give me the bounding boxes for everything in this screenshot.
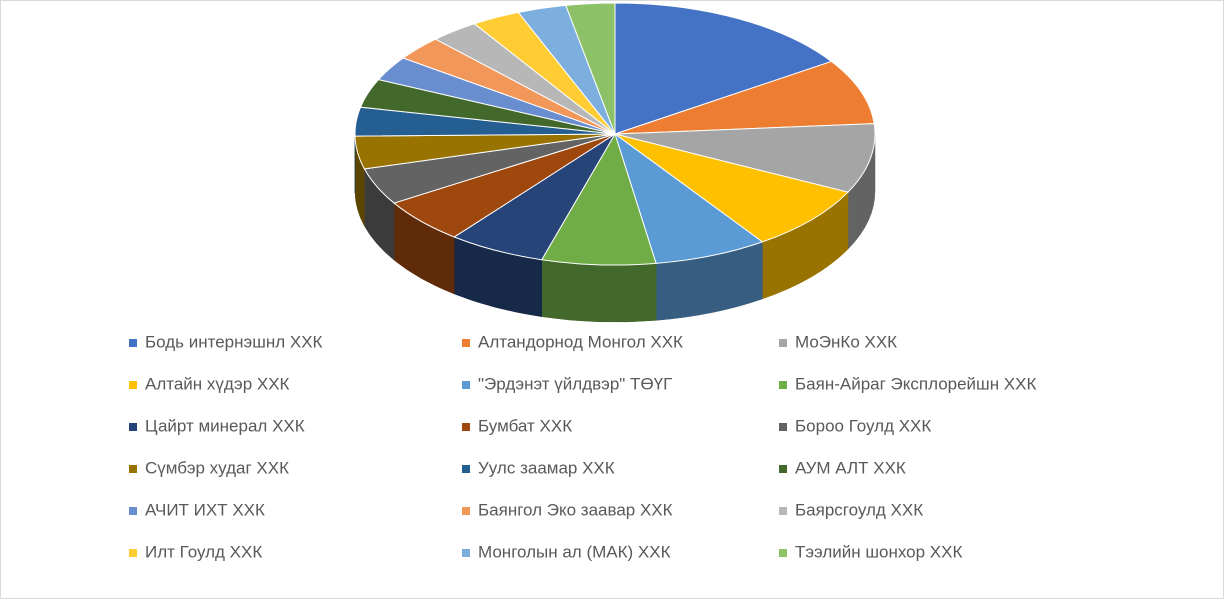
pie-slice xyxy=(565,2,616,135)
pie-slice xyxy=(614,2,833,135)
legend-label: Тээлийн шонхор ХХК xyxy=(795,542,962,561)
legend-swatch xyxy=(129,465,137,473)
pie-side xyxy=(541,259,657,323)
legend-label: АУМ АЛТ ХХК xyxy=(795,458,906,477)
legend-label: Илт Гоулд ХХК xyxy=(145,542,262,561)
legend-swatch xyxy=(129,549,137,557)
legend-swatch xyxy=(129,339,137,347)
legend-label: Баярсгоулд ХХК xyxy=(795,500,923,519)
legend-swatch xyxy=(462,507,470,515)
legend-swatch xyxy=(779,339,787,347)
legend-swatch xyxy=(129,381,137,389)
legend-label: Бороо Гоулд ХХК xyxy=(795,416,931,435)
legend-swatch xyxy=(462,465,470,473)
legend-swatch xyxy=(779,381,787,389)
legend-swatch xyxy=(779,549,787,557)
legend-label: Бумбат ХХК xyxy=(478,416,572,435)
legend-swatch xyxy=(779,465,787,473)
legend-label: АЧИТ ИХТ ХХК xyxy=(145,500,265,519)
pie-slice xyxy=(540,132,657,266)
pie-slice xyxy=(614,132,764,264)
legend-swatch xyxy=(462,381,470,389)
legend-swatch xyxy=(129,507,137,515)
legend-swatch xyxy=(129,423,137,431)
legend-swatch xyxy=(779,507,787,515)
legend-label: Баянгол Эко заавар ХХК xyxy=(478,500,673,519)
legend-swatch xyxy=(462,423,470,431)
pie-slice xyxy=(614,123,876,193)
legend-swatch xyxy=(462,549,470,557)
legend-label: Бодь интернэшнл ХХК xyxy=(145,332,323,351)
pie-sides xyxy=(354,133,876,323)
legend-label: Цайрт минерал ХХК xyxy=(145,416,305,435)
legend-swatch xyxy=(462,339,470,347)
legend-label: Алтандорнод Монгол ХХК xyxy=(478,332,683,351)
legend-label: Монголын ал (МАК) ХХК xyxy=(478,542,671,561)
legend-label: "Эрдэнэт үйлдвэр" ТӨҮГ xyxy=(478,374,672,393)
legend-label: Баян-Айраг Эксплорейшн ХХК xyxy=(795,374,1036,393)
pie-tops xyxy=(354,2,876,266)
legend-label: Уулс заамар ХХК xyxy=(478,458,615,477)
pie-slice xyxy=(614,60,875,135)
pie-slice xyxy=(614,133,849,243)
legend-label: Алтайн хүдэр ХХК xyxy=(145,374,290,393)
legend-swatch xyxy=(779,423,787,431)
legend-label: МоЭнКо ХХК xyxy=(795,332,897,351)
legend-label: Сүмбэр худаг ХХК xyxy=(145,458,289,477)
